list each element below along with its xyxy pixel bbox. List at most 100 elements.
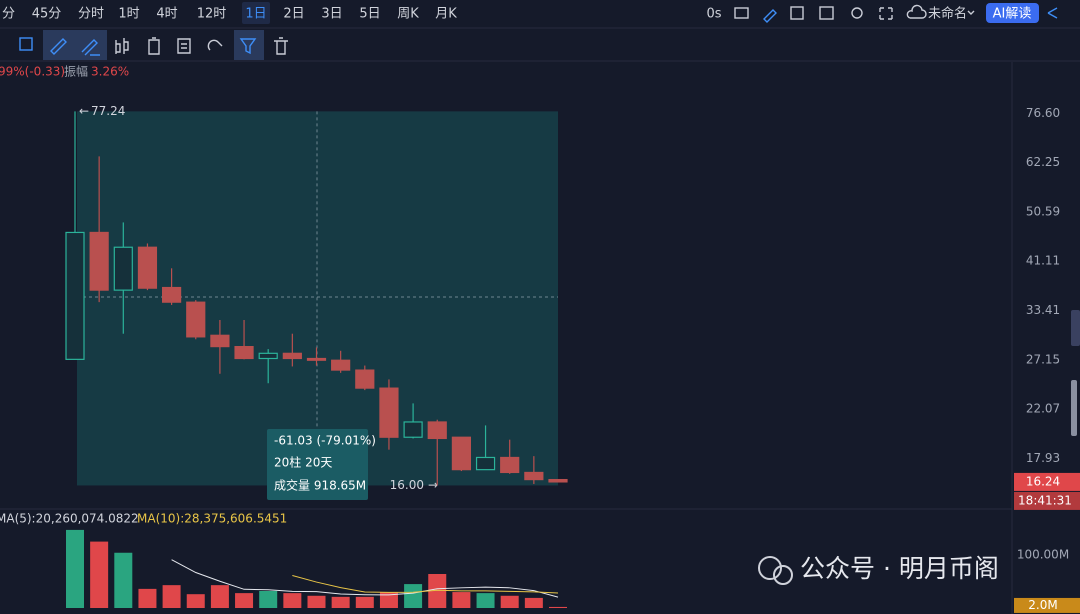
change: 99%(-0.33) xyxy=(0,65,65,79)
ma10-label: MA(10):28,375,606.5451 xyxy=(137,512,287,526)
volume-bar xyxy=(355,596,374,608)
candle-body xyxy=(258,352,278,360)
layout-name[interactable]: 未命名 xyxy=(928,6,967,22)
candle-body xyxy=(234,346,254,360)
scroll-handle xyxy=(1071,310,1080,346)
volume-bar xyxy=(283,593,302,608)
last-volume-box xyxy=(1014,597,1080,613)
measure-arrow: ← xyxy=(79,104,89,118)
volume-bar xyxy=(138,588,157,608)
volume-bar xyxy=(549,606,567,608)
tool-icon[interactable] xyxy=(207,39,223,51)
candle-body xyxy=(475,456,496,471)
candle-body xyxy=(379,387,399,438)
volume-bar xyxy=(452,592,471,608)
candle-body xyxy=(162,286,182,303)
ma-line xyxy=(292,575,559,594)
timeframe[interactable]: 1时 xyxy=(118,7,139,22)
y-tick-label: 33.41 xyxy=(1026,303,1060,317)
tool-icon[interactable] xyxy=(177,38,191,54)
amplitude: 3.26% xyxy=(91,65,129,79)
scroll-handle xyxy=(1071,380,1077,436)
candle-body xyxy=(89,231,109,291)
volume-bar xyxy=(90,541,109,608)
volume-bar xyxy=(331,596,350,608)
image-icon[interactable] xyxy=(819,6,834,20)
last-time-box xyxy=(1014,491,1080,510)
volume-bar xyxy=(379,592,398,608)
last-price-box xyxy=(1014,472,1080,491)
tool-icon[interactable] xyxy=(274,37,288,55)
ma5-label: MA(5):20,260,074.0822 xyxy=(0,512,139,526)
timeframe[interactable]: 12时 xyxy=(197,7,227,22)
measure-tooltip xyxy=(267,429,368,500)
volume-bar xyxy=(186,594,205,608)
measure-low: 16.00 xyxy=(390,478,424,492)
candle-body xyxy=(65,231,85,360)
timeframe[interactable]: 4时 xyxy=(156,7,177,22)
candle-body xyxy=(210,334,230,348)
candle-body xyxy=(524,471,544,481)
fullscreen-icon[interactable] xyxy=(879,7,893,20)
timeframe[interactable]: 月K xyxy=(435,7,457,22)
volume-bar xyxy=(307,595,326,608)
timeframe[interactable]: 周K xyxy=(397,7,419,22)
candle-body xyxy=(500,456,520,474)
tool-icon[interactable] xyxy=(19,37,33,51)
tool-icon[interactable] xyxy=(239,38,257,55)
timeframe[interactable]: 分时 xyxy=(78,7,104,22)
cloud-icon xyxy=(906,4,927,19)
tool-icons xyxy=(19,37,288,56)
timeframe-active-bg xyxy=(242,2,270,24)
settings-icon[interactable] xyxy=(851,7,863,19)
volume-tick-label: 100.00M xyxy=(1017,547,1069,561)
candle-body xyxy=(282,352,302,360)
candle-body xyxy=(113,246,133,291)
watermark-icon xyxy=(758,556,793,585)
tool-icon[interactable] xyxy=(81,39,100,56)
camera-icon[interactable] xyxy=(734,7,749,19)
timeframe[interactable]: 分 xyxy=(2,7,15,22)
candle-body xyxy=(403,421,423,438)
timeframe[interactable]: 1日 xyxy=(245,7,266,22)
last-price: 16.24 xyxy=(1026,474,1060,488)
volume-bar xyxy=(66,529,84,608)
y-tick-label: 17.93 xyxy=(1026,451,1060,465)
copy-icon[interactable] xyxy=(790,6,804,20)
tool-active-bg xyxy=(234,30,264,60)
share-icon[interactable] xyxy=(1047,7,1058,19)
last-volume: 2.0M xyxy=(1028,598,1057,612)
timeframe[interactable]: 45分 xyxy=(32,7,62,22)
volume-bar xyxy=(210,585,229,608)
volume-bar xyxy=(524,597,543,608)
measure-bars: 20柱 20天 xyxy=(274,455,332,470)
y-tick-label: 76.60 xyxy=(1026,106,1060,120)
tool-icon[interactable] xyxy=(148,37,160,55)
y-tick-label: 41.11 xyxy=(1026,254,1060,268)
y-tick-label: 27.15 xyxy=(1026,352,1060,366)
timeframe[interactable]: 2日 xyxy=(283,7,304,22)
timeframe[interactable]: 3日 xyxy=(321,7,342,22)
tool-icon[interactable] xyxy=(115,38,129,54)
y-tick-label: 22.07 xyxy=(1026,402,1060,416)
measure-arrow: → xyxy=(428,478,438,492)
dropdown-icon[interactable] xyxy=(967,10,975,15)
measure-change: -61.03 (-79.01%) xyxy=(274,434,376,448)
ai-label[interactable]: AI解读 xyxy=(993,7,1032,22)
pen-icon[interactable] xyxy=(763,9,777,23)
measure-volume: 成交量 918.65M xyxy=(274,478,366,493)
volume-bar xyxy=(476,593,495,608)
timeframe[interactable]: 5日 xyxy=(359,7,380,22)
measure-high: 77.24 xyxy=(91,104,125,118)
candle-body xyxy=(331,359,351,371)
volume-bar xyxy=(114,552,133,608)
ai-button[interactable] xyxy=(986,3,1039,23)
top-icons xyxy=(734,3,1058,23)
tool-icon[interactable] xyxy=(50,38,67,55)
volume-bar xyxy=(428,574,447,608)
candle-body xyxy=(548,478,568,483)
candle-body xyxy=(137,246,158,289)
